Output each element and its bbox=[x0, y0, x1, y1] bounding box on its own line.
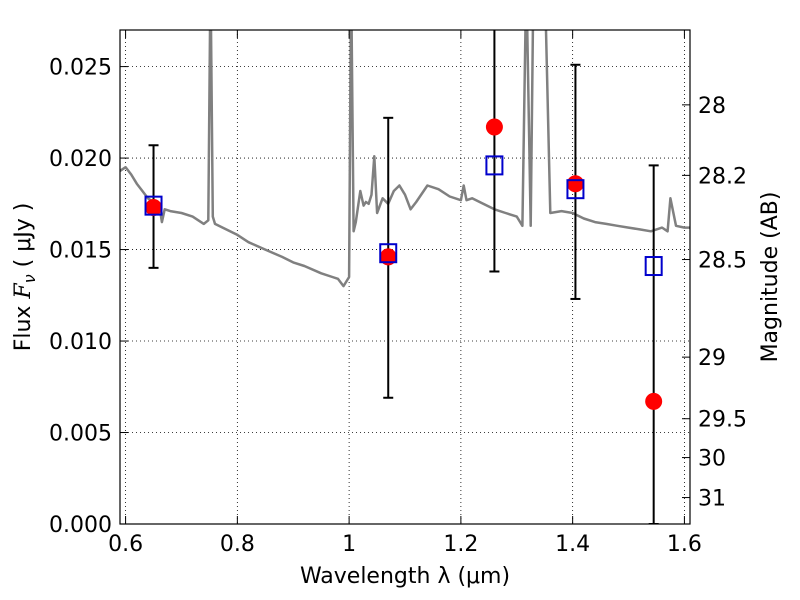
y2-tick-label: 28 bbox=[698, 94, 726, 119]
observed-point bbox=[566, 175, 584, 193]
y2-tick-label: 29 bbox=[698, 346, 726, 371]
x-axis-label: Wavelength λ (μm) bbox=[300, 564, 510, 589]
observed-point bbox=[485, 118, 503, 136]
observed-point bbox=[145, 198, 163, 216]
y-tick-label: 0.005 bbox=[49, 422, 112, 447]
axes: 0.6 0.8 1 1.2 1.4 1.6 0.000 0.005 0.010 0.015 0.02… bbox=[49, 30, 747, 557]
model-photometry-point bbox=[144, 195, 163, 216]
y2-tick-label: 30 bbox=[698, 447, 726, 472]
y2-tick-label: 28.5 bbox=[698, 249, 747, 274]
x-tick-label: 1.2 bbox=[443, 532, 478, 557]
model-photometry-point bbox=[644, 256, 663, 277]
model-photometry-point bbox=[485, 155, 504, 176]
y-tick-label: 0.010 bbox=[49, 330, 112, 355]
plot-area bbox=[120, 30, 690, 524]
x-tick-label: 1.4 bbox=[555, 532, 590, 557]
y-tick-label: 0.020 bbox=[49, 147, 112, 172]
x-tick-label: 1 bbox=[342, 532, 356, 557]
y-tick-label: 0.000 bbox=[49, 513, 112, 538]
y-axis-label-prefix: Flux bbox=[11, 299, 36, 352]
y-tick-label: 0.015 bbox=[49, 239, 112, 264]
x-tick-label: 1.6 bbox=[667, 532, 702, 557]
y-tick-label: 0.025 bbox=[49, 56, 112, 81]
y-axis-label-units: ( μJy ) bbox=[11, 203, 36, 275]
model-photometry-point bbox=[566, 179, 585, 200]
y-axis-label-subscript: ν bbox=[20, 274, 39, 283]
y-axis-label: Flux Fν ( μJy ) bbox=[11, 203, 39, 352]
model-photometry-point bbox=[379, 243, 398, 264]
plot-frame bbox=[119, 29, 691, 525]
x-tick-label: 0.6 bbox=[108, 532, 143, 557]
observed-point bbox=[645, 392, 663, 410]
x-tick-label: 0.8 bbox=[220, 532, 255, 557]
y2-axis-label: Magnitude (AB) bbox=[758, 192, 783, 363]
model-spectrum-line bbox=[120, 30, 690, 288]
y-axis-label-symbol: F bbox=[11, 283, 36, 300]
y2-tick-label: 31 bbox=[698, 487, 726, 512]
grid bbox=[120, 30, 690, 525]
y2-tick-label: 28.2 bbox=[698, 164, 747, 189]
y2-tick-label: 29.5 bbox=[698, 408, 747, 433]
